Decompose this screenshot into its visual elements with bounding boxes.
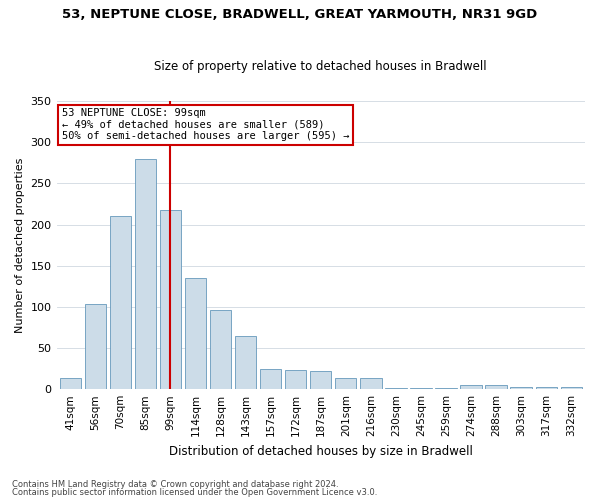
Bar	[360, 378, 382, 389]
Bar	[485, 385, 507, 389]
X-axis label: Distribution of detached houses by size in Bradwell: Distribution of detached houses by size …	[169, 444, 473, 458]
Bar	[460, 385, 482, 389]
Bar	[285, 370, 307, 389]
Text: 53, NEPTUNE CLOSE, BRADWELL, GREAT YARMOUTH, NR31 9GD: 53, NEPTUNE CLOSE, BRADWELL, GREAT YARMO…	[62, 8, 538, 20]
Bar	[335, 378, 356, 389]
Bar	[410, 388, 431, 389]
Bar	[160, 210, 181, 389]
Bar	[436, 388, 457, 389]
Y-axis label: Number of detached properties: Number of detached properties	[15, 158, 25, 333]
Bar	[511, 386, 532, 389]
Title: Size of property relative to detached houses in Bradwell: Size of property relative to detached ho…	[154, 60, 487, 74]
Bar	[185, 278, 206, 389]
Bar	[385, 388, 407, 389]
Bar	[310, 371, 331, 389]
Bar	[59, 378, 81, 389]
Bar	[110, 216, 131, 389]
Bar	[210, 310, 231, 389]
Bar	[235, 336, 256, 389]
Bar	[85, 304, 106, 389]
Bar	[135, 158, 156, 389]
Bar	[260, 368, 281, 389]
Text: 53 NEPTUNE CLOSE: 99sqm
← 49% of detached houses are smaller (589)
50% of semi-d: 53 NEPTUNE CLOSE: 99sqm ← 49% of detache…	[62, 108, 349, 142]
Text: Contains HM Land Registry data © Crown copyright and database right 2024.: Contains HM Land Registry data © Crown c…	[12, 480, 338, 489]
Bar	[536, 386, 557, 389]
Text: Contains public sector information licensed under the Open Government Licence v3: Contains public sector information licen…	[12, 488, 377, 497]
Bar	[560, 386, 582, 389]
